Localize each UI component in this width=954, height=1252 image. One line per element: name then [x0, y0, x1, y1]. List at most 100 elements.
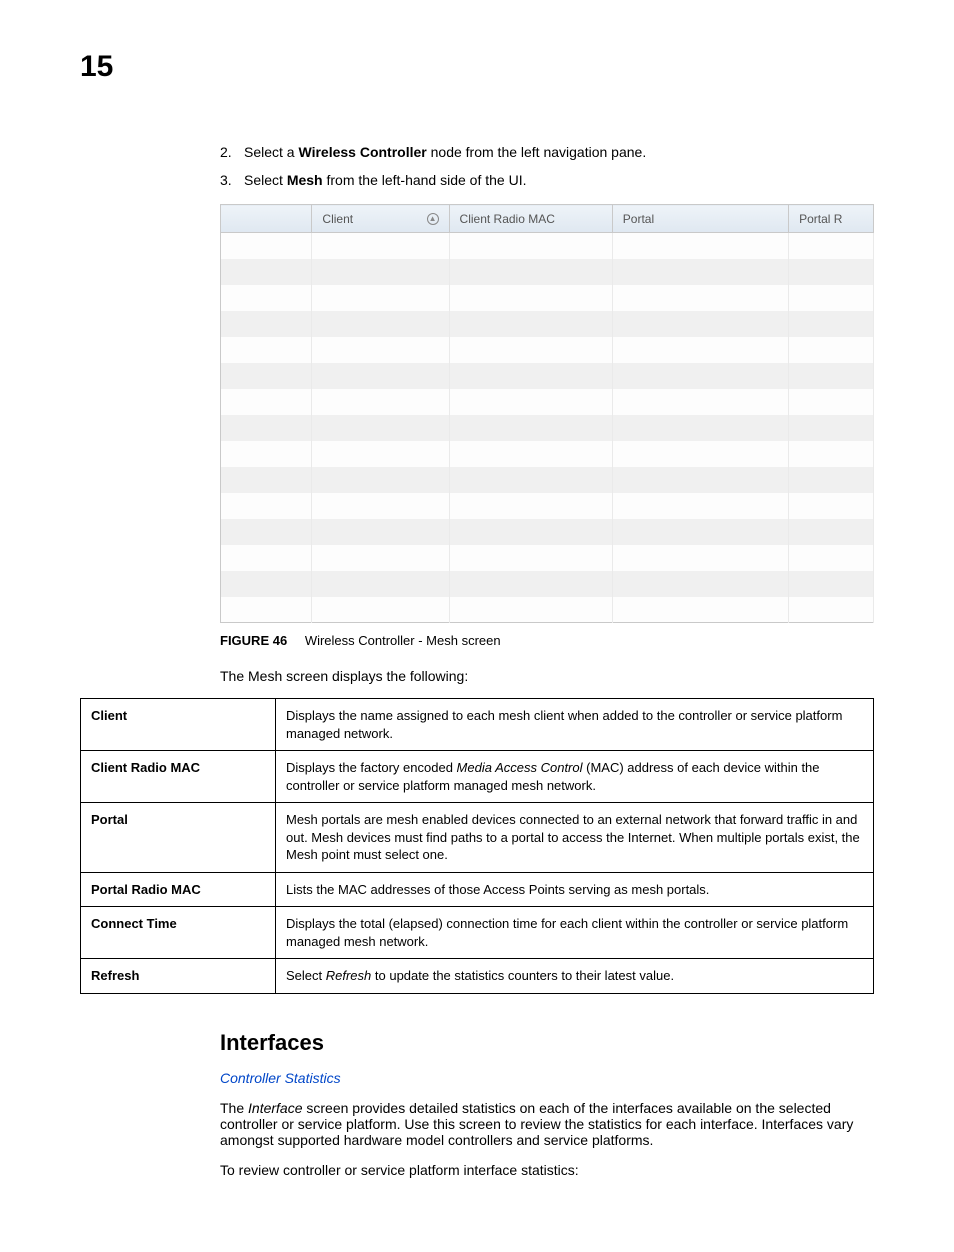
desc-term: Portal Radio MAC	[81, 872, 276, 907]
table-cell	[312, 467, 449, 493]
col-header-client[interactable]: Client ▲	[312, 205, 449, 233]
col-header-client-radio-mac[interactable]: Client Radio MAC	[449, 205, 612, 233]
step-text: Select Mesh from the left-hand side of t…	[244, 172, 874, 188]
table-cell	[789, 597, 874, 623]
table-row	[221, 441, 874, 467]
desc-row: Portal Radio MACLists the MAC addresses …	[81, 872, 874, 907]
table-row	[221, 597, 874, 623]
table-cell	[789, 519, 874, 545]
table-cell	[312, 259, 449, 285]
table-cell	[449, 389, 612, 415]
table-cell	[221, 519, 312, 545]
desc-term: Portal	[81, 803, 276, 873]
table-cell	[612, 441, 788, 467]
table-cell	[221, 441, 312, 467]
text-bold: Wireless Controller	[298, 144, 426, 160]
paragraph: To review controller or service platform…	[220, 1162, 874, 1178]
table-cell	[612, 389, 788, 415]
table-cell	[221, 285, 312, 311]
text: Select a	[244, 144, 298, 160]
desc-term: Connect Time	[81, 907, 276, 959]
step-number: 3.	[220, 172, 244, 188]
table-row	[221, 337, 874, 363]
table-cell	[312, 389, 449, 415]
steps-block: 2. Select a Wireless Controller node fro…	[220, 144, 874, 684]
table-cell	[789, 571, 874, 597]
table-cell	[312, 363, 449, 389]
table-cell	[312, 545, 449, 571]
table-cell	[449, 311, 612, 337]
step-text: Select a Wireless Controller node from t…	[244, 144, 874, 160]
table-cell	[221, 363, 312, 389]
col-header-blank[interactable]	[221, 205, 312, 233]
table-cell	[449, 415, 612, 441]
table-cell	[612, 233, 788, 259]
col-header-portal-r[interactable]: Portal R	[789, 205, 874, 233]
table-cell	[312, 493, 449, 519]
table-cell	[789, 467, 874, 493]
desc-definition: Displays the name assigned to each mesh …	[276, 699, 874, 751]
desc-definition: Lists the MAC addresses of those Access …	[276, 872, 874, 907]
table-cell	[449, 597, 612, 623]
table-cell	[221, 571, 312, 597]
table-cell	[789, 285, 874, 311]
table-cell	[312, 337, 449, 363]
interfaces-section: Interfaces Controller Statistics The Int…	[220, 1030, 874, 1178]
table-cell	[789, 493, 874, 519]
desc-term: Client	[81, 699, 276, 751]
table-cell	[221, 233, 312, 259]
table-cell	[789, 389, 874, 415]
table-cell	[449, 545, 612, 571]
col-header-portal[interactable]: Portal	[612, 205, 788, 233]
table-cell	[612, 337, 788, 363]
controller-statistics-link[interactable]: Controller Statistics	[220, 1070, 874, 1086]
table-row	[221, 415, 874, 441]
table-cell	[312, 285, 449, 311]
text: node from the left navigation pane.	[427, 144, 646, 160]
table-cell	[449, 233, 612, 259]
page-number: 15	[80, 50, 874, 84]
text: Select	[244, 172, 287, 188]
table-cell	[449, 467, 612, 493]
desc-row: Connect TimeDisplays the total (elapsed)…	[81, 907, 874, 959]
section-heading: Interfaces	[220, 1030, 874, 1056]
table-cell	[612, 571, 788, 597]
table-cell	[221, 545, 312, 571]
table-row	[221, 363, 874, 389]
table-cell	[789, 415, 874, 441]
table-row	[221, 389, 874, 415]
table-cell	[449, 337, 612, 363]
table-cell	[449, 285, 612, 311]
table-cell	[789, 311, 874, 337]
mesh-screenshot-table: Client ▲ Client Radio MAC Portal Portal …	[220, 204, 874, 623]
table-cell	[612, 415, 788, 441]
desc-row: Client Radio MACDisplays the factory enc…	[81, 751, 874, 803]
table-cell	[221, 337, 312, 363]
table-cell	[449, 363, 612, 389]
table-cell	[612, 519, 788, 545]
table-cell	[221, 493, 312, 519]
paragraph: The Interface screen provides detailed s…	[220, 1100, 874, 1148]
table-cell	[449, 493, 612, 519]
table-cell	[612, 363, 788, 389]
desc-row: PortalMesh portals are mesh enabled devi…	[81, 803, 874, 873]
table-cell	[312, 415, 449, 441]
text: from the left-hand side of the UI.	[323, 172, 527, 188]
table-cell	[789, 259, 874, 285]
table-cell	[221, 259, 312, 285]
table-cell	[221, 415, 312, 441]
table-cell	[312, 441, 449, 467]
desc-term: Refresh	[81, 959, 276, 994]
table-cell	[612, 467, 788, 493]
table-cell	[221, 597, 312, 623]
step-number: 2.	[220, 144, 244, 160]
sort-asc-icon[interactable]: ▲	[427, 213, 439, 225]
table-cell	[312, 597, 449, 623]
table-row	[221, 259, 874, 285]
text: The	[220, 1100, 248, 1116]
desc-definition: Mesh portals are mesh enabled devices co…	[276, 803, 874, 873]
step-item: 3. Select Mesh from the left-hand side o…	[220, 172, 874, 188]
table-cell	[612, 493, 788, 519]
table-cell	[612, 311, 788, 337]
text-bold: Mesh	[287, 172, 323, 188]
